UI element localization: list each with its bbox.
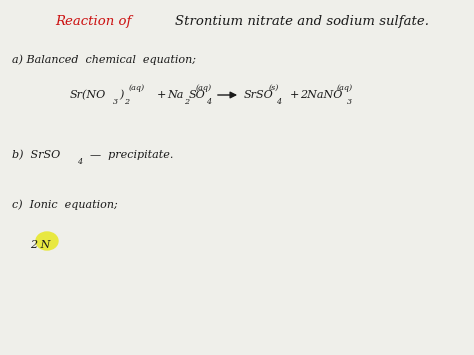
- Text: ): ): [119, 90, 123, 100]
- Text: 3: 3: [347, 98, 352, 106]
- Text: 4: 4: [276, 98, 281, 106]
- Text: (aq): (aq): [196, 84, 212, 92]
- Text: 4: 4: [206, 98, 211, 106]
- Text: a) Balanced  chemical  equation;: a) Balanced chemical equation;: [12, 55, 196, 65]
- Text: —  precipitate.: — precipitate.: [83, 150, 173, 160]
- Text: b)  SrSO: b) SrSO: [12, 150, 60, 160]
- Text: 2NaNO: 2NaNO: [300, 90, 342, 100]
- Text: 3: 3: [113, 98, 118, 106]
- Text: Sr(NO: Sr(NO: [70, 90, 106, 100]
- Text: 2 N: 2 N: [30, 240, 50, 250]
- Text: SrSO: SrSO: [244, 90, 274, 100]
- Text: c)  Ionic  equation;: c) Ionic equation;: [12, 200, 118, 210]
- Text: 4: 4: [77, 158, 82, 166]
- Text: (aq): (aq): [337, 84, 353, 92]
- Text: +: +: [157, 90, 166, 100]
- Text: (s): (s): [269, 84, 279, 92]
- Text: 2: 2: [184, 98, 189, 106]
- Text: +: +: [290, 90, 300, 100]
- Text: Na: Na: [167, 90, 183, 100]
- Text: SO: SO: [189, 90, 206, 100]
- Text: Reaction of: Reaction of: [55, 16, 131, 28]
- Text: 2: 2: [124, 98, 129, 106]
- Text: Strontium nitrate and sodium sulfate.: Strontium nitrate and sodium sulfate.: [175, 16, 429, 28]
- Ellipse shape: [36, 232, 58, 250]
- Text: (aq): (aq): [129, 84, 145, 92]
